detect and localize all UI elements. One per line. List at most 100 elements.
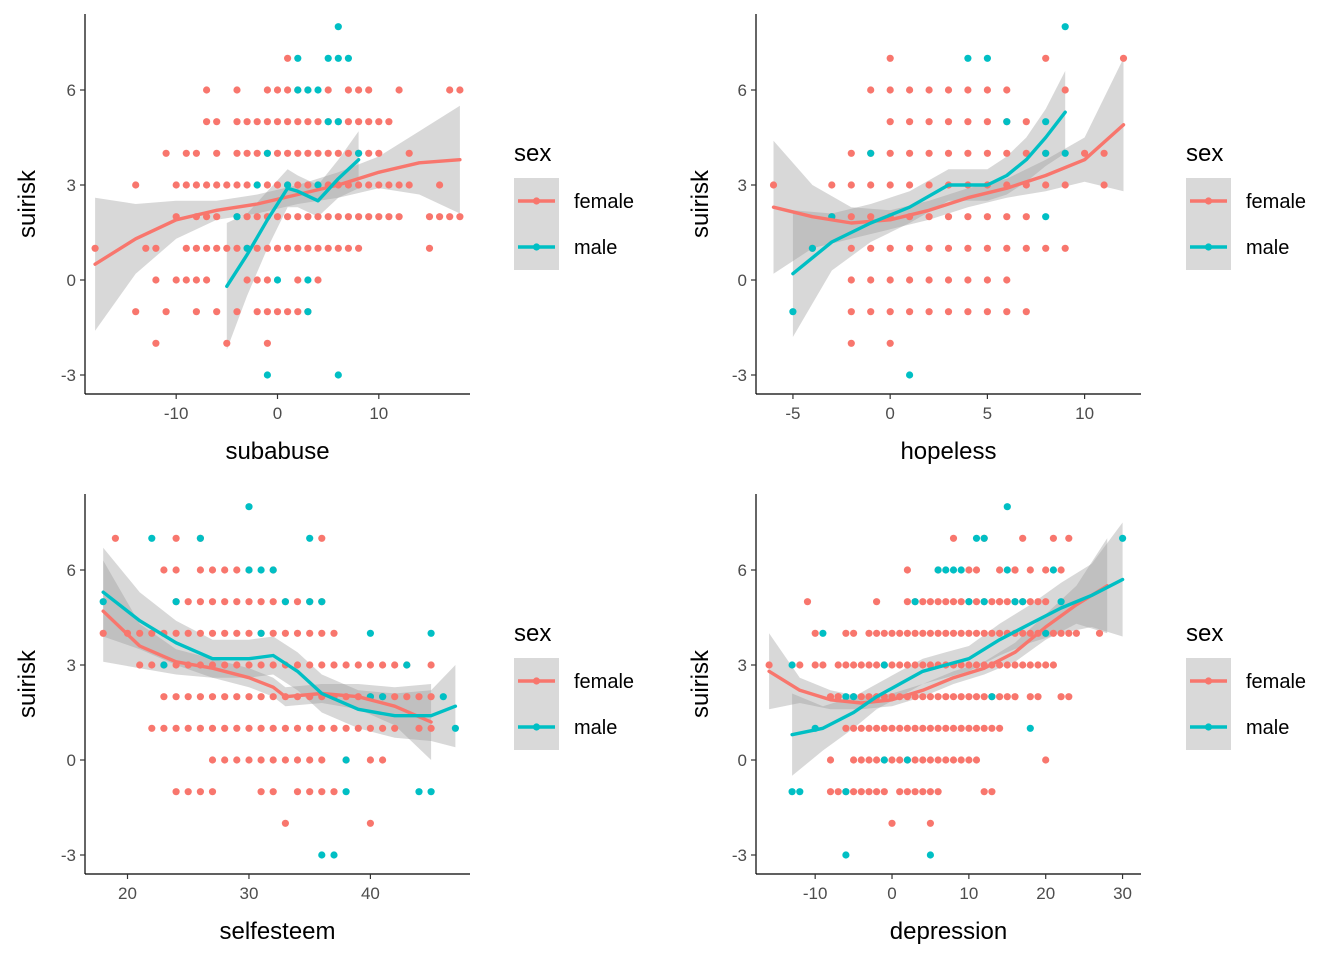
data-point-female bbox=[233, 244, 241, 252]
data-point-female bbox=[208, 724, 217, 732]
data-point-female bbox=[765, 661, 773, 669]
data-point-female bbox=[365, 181, 373, 189]
data-point-female bbox=[850, 661, 858, 669]
data-point-female bbox=[1003, 276, 1011, 284]
data-point-male bbox=[148, 534, 156, 542]
data-point-female bbox=[269, 661, 277, 669]
data-point-female bbox=[811, 629, 819, 637]
data-point-female bbox=[318, 724, 326, 732]
data-point-female bbox=[988, 598, 996, 606]
data-point-female bbox=[330, 788, 338, 796]
data-point-female bbox=[281, 629, 289, 637]
data-point-female bbox=[324, 244, 332, 252]
data-point-female bbox=[949, 629, 958, 637]
data-point-female bbox=[306, 756, 314, 764]
y-tick-label: 0 bbox=[67, 751, 76, 770]
x-tick-label: 0 bbox=[885, 404, 894, 423]
data-point-female bbox=[1003, 661, 1011, 669]
ci-band-female bbox=[773, 58, 1124, 274]
data-point-female bbox=[355, 244, 363, 252]
legend-point-female bbox=[532, 677, 541, 685]
legend-title: sex bbox=[514, 620, 551, 647]
data-point-female bbox=[366, 724, 374, 732]
data-point-female bbox=[944, 244, 953, 252]
data-point-male bbox=[99, 598, 107, 606]
data-point-female bbox=[865, 756, 873, 764]
data-point-female bbox=[996, 566, 1004, 574]
data-point-female bbox=[983, 276, 992, 284]
data-point-female bbox=[972, 566, 981, 574]
data-point-female bbox=[318, 756, 326, 764]
smooth-line-female bbox=[101, 609, 433, 724]
data-point-female bbox=[867, 244, 875, 252]
legend: sex female male bbox=[514, 140, 634, 270]
data-point-female bbox=[233, 566, 241, 574]
data-point-female bbox=[284, 308, 292, 316]
data-point-female bbox=[375, 149, 383, 157]
data-point-female bbox=[253, 213, 261, 221]
data-point-female bbox=[988, 629, 996, 637]
data-point-female bbox=[213, 149, 221, 157]
data-point-female bbox=[1011, 661, 1019, 669]
data-point-female bbox=[903, 566, 912, 574]
legend-point-male bbox=[532, 723, 541, 731]
data-point-female bbox=[221, 598, 229, 606]
data-point-female bbox=[344, 213, 352, 221]
data-point-female bbox=[1042, 181, 1050, 189]
data-point-female bbox=[379, 661, 387, 669]
data-point-female bbox=[965, 661, 973, 669]
data-point-female bbox=[925, 213, 933, 221]
legend-title: sex bbox=[1186, 140, 1223, 167]
data-point-female bbox=[957, 724, 965, 732]
data-point-female bbox=[132, 181, 140, 189]
data-point-female bbox=[355, 213, 363, 221]
data-point-male bbox=[796, 788, 804, 796]
data-point-female bbox=[245, 724, 253, 732]
data-point-female bbox=[896, 788, 904, 796]
data-point-female bbox=[269, 629, 277, 637]
data-point-female bbox=[1003, 693, 1011, 701]
data-point-female bbox=[196, 788, 204, 796]
data-point-male bbox=[284, 181, 292, 189]
data-point-female bbox=[213, 181, 221, 189]
y-tick-label: 6 bbox=[738, 81, 747, 100]
data-point-female bbox=[243, 181, 251, 189]
data-point-female bbox=[245, 629, 253, 637]
data-point-female bbox=[834, 693, 842, 701]
data-point-female bbox=[233, 308, 241, 316]
data-point-female bbox=[436, 213, 444, 221]
data-point-male bbox=[342, 756, 350, 764]
data-point-female bbox=[263, 118, 271, 126]
data-point-female bbox=[99, 629, 107, 637]
data-point-female bbox=[1003, 244, 1011, 252]
data-point-female bbox=[965, 566, 973, 574]
data-point-female bbox=[926, 661, 935, 669]
data-point-female bbox=[847, 339, 855, 347]
data-point-female bbox=[192, 308, 200, 316]
data-point-male bbox=[379, 693, 387, 701]
data-point-male bbox=[842, 851, 850, 859]
data-point-female bbox=[1057, 693, 1065, 701]
data-point-female bbox=[269, 693, 277, 701]
data-point-female bbox=[1026, 566, 1034, 574]
data-point-female bbox=[253, 244, 261, 252]
data-point-female bbox=[886, 339, 894, 347]
data-point-female bbox=[983, 244, 992, 252]
data-point-male bbox=[819, 629, 827, 637]
data-point-female bbox=[886, 181, 894, 189]
data-point-female bbox=[888, 724, 896, 732]
data-point-female bbox=[294, 213, 302, 221]
data-point-male bbox=[314, 86, 322, 94]
data-point-female bbox=[826, 788, 835, 796]
data-point-female bbox=[847, 213, 855, 221]
data-point-female bbox=[903, 629, 912, 637]
data-point-male bbox=[314, 181, 322, 189]
data-point-female bbox=[330, 661, 338, 669]
data-point-female bbox=[160, 566, 168, 574]
data-point-female bbox=[391, 724, 399, 732]
data-point-male bbox=[964, 54, 972, 62]
data-point-female bbox=[964, 213, 972, 221]
x-axis-title: selfesteem bbox=[219, 918, 335, 945]
data-point-female bbox=[1049, 534, 1057, 542]
data-point-female bbox=[257, 788, 265, 796]
